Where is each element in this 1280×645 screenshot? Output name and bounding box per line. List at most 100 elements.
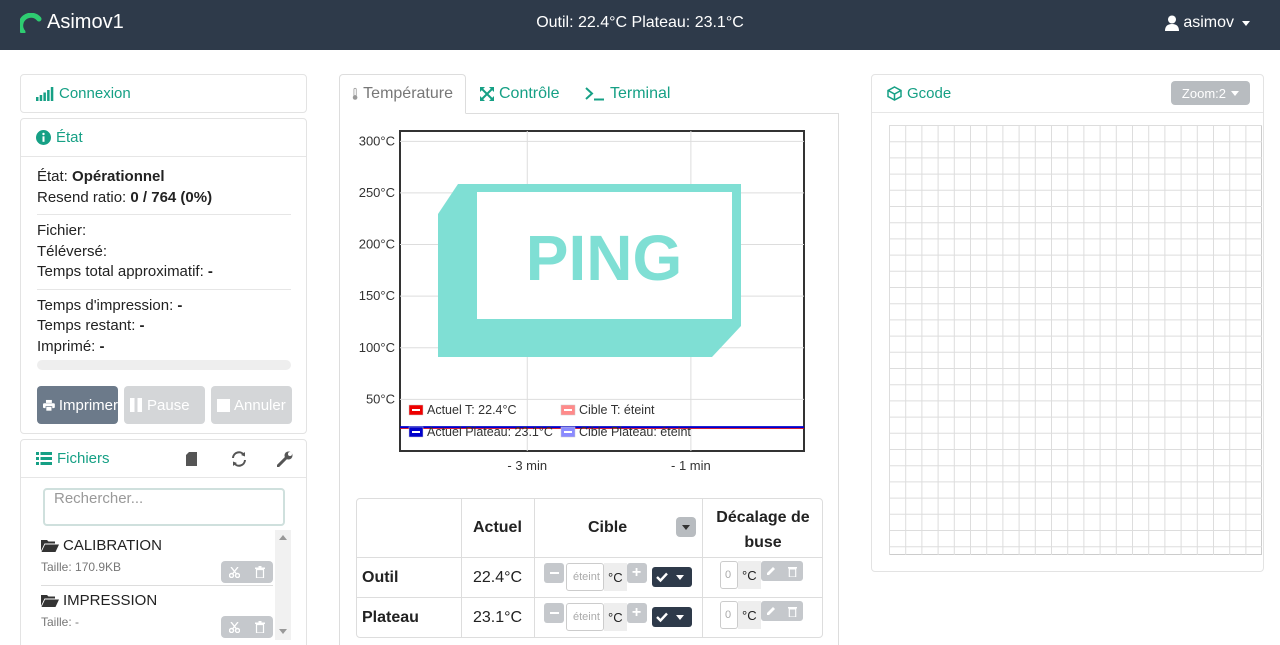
row-name-outil: Outil xyxy=(362,569,399,586)
octoprint-logo-icon xyxy=(20,12,42,33)
check-icon xyxy=(655,572,668,583)
search-input[interactable]: Rechercher... xyxy=(43,488,285,526)
scissors-icon[interactable] xyxy=(228,566,240,578)
arrows-icon xyxy=(480,87,494,101)
offset-input-plateau[interactable]: 0 xyxy=(720,601,738,629)
pencil-icon xyxy=(767,567,776,575)
file-list-scrollbar[interactable] xyxy=(275,530,291,640)
target-control-plateau: éteint °C + xyxy=(544,603,692,631)
gcode-viewer-canvas[interactable] xyxy=(889,125,1263,555)
cube-icon xyxy=(887,86,902,101)
brand[interactable]: Asimov1 xyxy=(20,11,124,34)
print-button[interactable]: Imprimer xyxy=(37,386,118,424)
list-icon xyxy=(36,452,52,465)
etat-header[interactable]: État xyxy=(21,119,306,157)
signal-icon xyxy=(36,86,54,101)
pencil-icon xyxy=(767,607,776,615)
gcode-title: Gcode xyxy=(907,85,952,102)
connexion-header[interactable]: Connexion xyxy=(21,75,306,112)
temperature-tab-content xyxy=(339,113,839,645)
list-item[interactable]: CALIBRATION Taille: 170.9KB xyxy=(41,537,273,583)
target-input-outil[interactable]: éteint xyxy=(566,563,604,591)
decrement-button[interactable] xyxy=(544,563,564,583)
info-icon xyxy=(36,130,51,145)
tab-controle[interactable]: Contrôle xyxy=(480,74,559,114)
header-actuel: Actuel xyxy=(473,519,522,536)
print-progress-bar xyxy=(37,360,291,370)
file-actions xyxy=(221,616,273,638)
resend-value: 0 / 764 (0%) xyxy=(130,188,213,206)
scroll-down-icon[interactable] xyxy=(279,629,287,634)
televerse-line: Téléversé: xyxy=(37,242,108,260)
set-target-button[interactable] xyxy=(651,567,692,587)
thermometer-icon xyxy=(352,87,358,100)
offset-input-outil[interactable]: 0 xyxy=(720,561,738,589)
target-control-outil: éteint °C + xyxy=(544,563,692,591)
trash-icon[interactable] xyxy=(255,566,266,578)
offset-control-outil: 0 °C xyxy=(720,561,803,589)
temperature-table: Actuel Cible Décalage de buse Outil 22.4… xyxy=(356,498,823,638)
file-name: CALIBRATION xyxy=(63,537,162,554)
row-name-plateau: Plateau xyxy=(362,609,419,626)
stop-icon xyxy=(217,398,230,412)
connexion-title: Connexion xyxy=(59,85,131,102)
divider xyxy=(37,214,291,215)
trash-icon xyxy=(787,606,797,617)
chevron-down-icon xyxy=(1242,20,1250,26)
header-cible: Cible xyxy=(588,519,628,536)
decrement-button[interactable] xyxy=(544,603,564,623)
file-name: IMPRESSION xyxy=(63,592,158,609)
chevron-down-icon xyxy=(1231,90,1239,96)
tab-bar: Température Contrôle Terminal xyxy=(339,74,839,114)
terminal-icon xyxy=(585,87,604,101)
divider xyxy=(37,288,291,290)
etat-title: État xyxy=(56,129,83,146)
header-decalage: Décalage de buse xyxy=(716,509,810,551)
file-size: Taille: - xyxy=(41,615,80,629)
set-target-button[interactable] xyxy=(651,607,692,627)
pause-button[interactable]: Pause xyxy=(124,386,205,424)
scroll-up-icon[interactable] xyxy=(279,535,287,540)
state-line: État: Opérationnel xyxy=(37,168,165,185)
temps-restant-line: Temps restant: - xyxy=(37,317,145,334)
chevron-down-icon xyxy=(682,524,690,530)
wrench-icon[interactable] xyxy=(277,451,293,467)
chevron-down-icon[interactable] xyxy=(675,614,684,620)
target-input-plateau[interactable]: éteint xyxy=(566,603,604,631)
folder-open-icon xyxy=(41,540,59,552)
increment-button[interactable]: + xyxy=(626,603,647,623)
actual-plateau: 23.1°C xyxy=(473,609,523,626)
state-value: Opérationnel xyxy=(72,168,165,185)
edit-offset-button[interactable] xyxy=(760,561,803,581)
user-name: asimov xyxy=(1183,14,1234,31)
trash-icon xyxy=(787,566,797,577)
printer-icon xyxy=(43,399,55,411)
actual-outil: 22.4°C xyxy=(473,569,523,586)
temps-total-line: Temps total approximatif: - xyxy=(37,263,213,280)
fichier-line: Fichier: xyxy=(37,222,87,239)
edit-offset-button[interactable] xyxy=(760,601,803,621)
sd-card-icon[interactable] xyxy=(186,452,197,466)
fichiers-header[interactable]: Fichiers xyxy=(21,440,306,478)
cancel-button[interactable]: Annuler xyxy=(211,386,292,424)
cible-dropdown[interactable] xyxy=(676,517,696,537)
divider xyxy=(41,585,273,586)
increment-button[interactable]: + xyxy=(626,563,647,583)
scissors-icon[interactable] xyxy=(228,621,240,633)
gcode-header[interactable]: Gcode xyxy=(872,75,1263,113)
temps-impression-line: Temps d'impression: - xyxy=(37,296,183,314)
tab-terminal[interactable]: Terminal xyxy=(585,74,670,114)
check-icon xyxy=(655,612,668,623)
gcode-panel: Gcode Zoom:2 xyxy=(871,74,1264,572)
resend-line: Resend ratio: 0 / 764 (0%) xyxy=(37,188,213,206)
list-item[interactable]: IMPRESSION Taille: - xyxy=(41,592,273,638)
tab-temperature[interactable]: Température xyxy=(339,74,466,114)
refresh-icon[interactable] xyxy=(231,451,247,467)
pause-icon xyxy=(130,398,142,412)
user-menu[interactable]: asimov xyxy=(1165,14,1250,32)
connexion-panel: Connexion xyxy=(20,74,307,113)
zoom-dropdown[interactable]: Zoom:2 xyxy=(1170,81,1250,105)
chevron-down-icon[interactable] xyxy=(675,574,684,580)
trash-icon[interactable] xyxy=(255,621,266,633)
fichiers-title: Fichiers xyxy=(57,450,110,467)
